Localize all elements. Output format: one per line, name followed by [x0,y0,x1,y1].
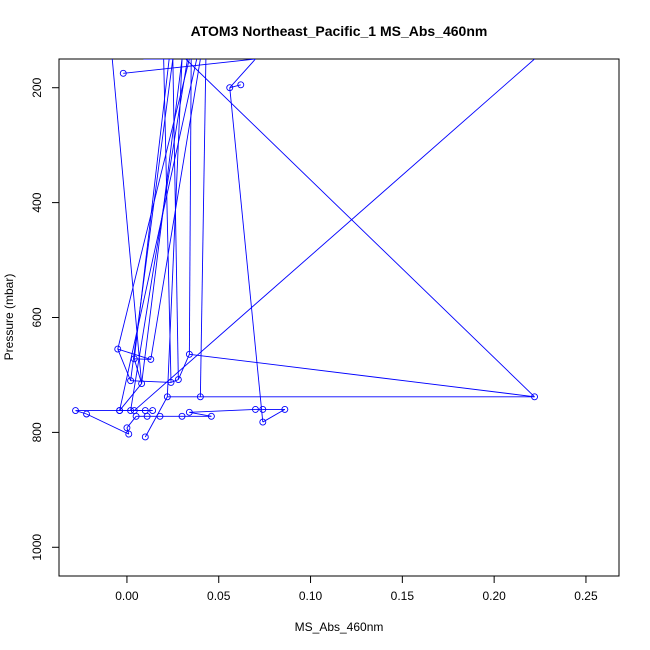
series-line-segment [185,59,535,398]
y-axis-label: Pressure (mbar) [2,274,16,361]
data-point [178,412,186,420]
x-tick-label: 0.25 [574,589,598,603]
data-point [259,405,267,413]
x-tick-label: 0.15 [391,589,415,603]
x-axis-label: MS_Abs_460nm [295,620,384,634]
series-line-segment [117,59,190,350]
series-line-segment [229,59,256,89]
data-point [185,408,193,416]
series-line-segment [130,59,188,411]
y-tick-label: 200 [30,77,44,97]
series-line-segment [188,59,192,355]
series-line-segment [166,59,183,397]
y-tick-label: 400 [30,192,44,212]
x-tick-label: 0.05 [207,589,231,603]
y-tick-label: 800 [30,422,44,442]
data-point [237,81,245,89]
series-line-segment [170,379,179,383]
data-point [174,376,182,383]
data-point [207,412,215,420]
series-line-segment [133,59,170,359]
data-point [83,410,90,418]
series-line-segment [172,59,179,380]
series-line-segment [133,59,535,411]
series-line-segment [133,358,143,384]
data-point [114,345,122,353]
data-point [531,393,538,401]
data-point [127,377,135,385]
x-tick-label: 0.20 [482,589,506,603]
data-point [185,350,193,358]
series-line-segment [189,353,535,398]
data-point [163,393,171,401]
series-line-segment [199,59,207,397]
data-point [147,355,155,363]
chart-title: ATOM3 Northeast_Pacific_1 MS_Abs_460nm [191,23,488,39]
data-point [167,378,175,386]
series-line-segment [119,383,142,411]
data-point [259,418,267,426]
data-point [125,430,133,438]
series-line-segment [141,59,183,384]
series-line-segment [123,59,256,74]
y-tick-label: 600 [30,307,44,327]
data-point [281,405,289,413]
data-point [116,407,124,415]
data-point [196,393,204,401]
series-line-segment [189,411,212,417]
series-line-segment [189,408,256,413]
data-point [149,407,157,415]
data-point [130,355,138,363]
data-point [156,412,164,420]
data-point [141,407,149,415]
plot-area-border [58,58,620,577]
series-line-segment [119,59,198,411]
series-layer [72,59,538,441]
y-axis: 200 400 600 800 1000 [30,77,60,561]
data-point [252,405,259,413]
series-line-segment [150,59,201,360]
data-point [141,433,149,441]
x-axis: 0.00 0.05 0.10 0.15 0.20 0.25 [115,575,598,603]
x-tick-label: 0.10 [299,589,323,603]
data-point [119,69,127,77]
y-tick-label: 1000 [30,534,44,561]
series-line-segment [75,410,87,415]
data-point [138,380,146,388]
series-line-segment [229,84,241,89]
series-line-segment [163,59,172,383]
series-line-segment [117,348,132,381]
data-point [127,407,135,415]
series-line-segment [262,409,286,423]
series-line-segment [111,59,143,384]
series-line-segment [144,396,168,438]
data-point [72,407,79,415]
data-point [123,424,131,432]
data-point [226,84,234,92]
data-point [130,407,138,415]
series-line-segment [229,87,264,423]
series-line-segment [126,416,137,429]
series-line-segment [130,380,172,383]
series-line-segment [86,413,129,435]
x-tick-label: 0.00 [115,589,139,603]
